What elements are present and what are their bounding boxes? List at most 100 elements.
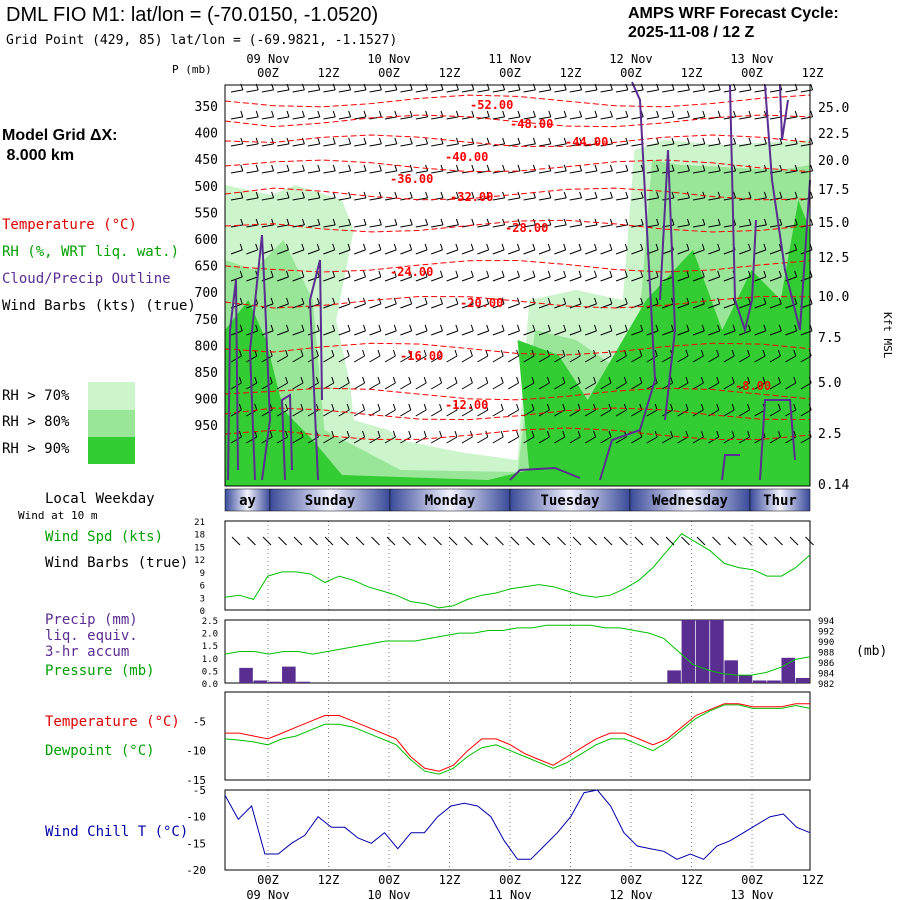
precip-bar <box>267 681 282 683</box>
wind-barb-flag <box>733 137 737 145</box>
wind-barb-flag <box>332 137 336 145</box>
wind-barb-flag <box>362 403 366 411</box>
wind-barb <box>446 436 458 444</box>
wind-barb-flag <box>315 376 319 384</box>
legend-rh: RH (%, WRT liq. wat.) <box>2 244 180 260</box>
wind-barb <box>538 276 551 282</box>
wind-barb <box>785 382 797 390</box>
wind-barb-flag <box>671 164 675 172</box>
wind-barb <box>739 197 752 201</box>
wind-barb <box>631 382 643 390</box>
wind-barb <box>585 116 598 120</box>
wind-barb-flag <box>717 270 721 278</box>
wind-barb <box>769 436 781 444</box>
wind-barb-flag <box>517 218 521 226</box>
wind-barb-flag <box>578 324 582 332</box>
temperature-contour <box>224 387 811 401</box>
wind-barb-flag <box>425 137 429 145</box>
wind-tick-label: 18 <box>194 531 205 541</box>
wind-barb-flag <box>455 137 459 145</box>
temperature-contour-label: -16.00 <box>400 349 443 363</box>
surface-wind-barb <box>448 536 458 546</box>
wind-barb <box>369 276 382 282</box>
date-label: 09 Nov <box>246 888 289 900</box>
legend-rh80-swatch <box>88 410 135 437</box>
wind-barb-flag <box>346 403 350 411</box>
wind-barb <box>538 116 551 120</box>
wind-barb-flag <box>732 324 736 332</box>
wind-barb-flag <box>469 403 473 411</box>
wind-barb-flag <box>409 110 413 118</box>
wind-barb <box>584 355 596 363</box>
legend-rh70-swatch <box>88 382 135 410</box>
wind-barb <box>739 303 751 309</box>
wind-barb <box>276 355 288 363</box>
wind-barb <box>646 143 659 147</box>
wind-barb-flag <box>392 403 396 411</box>
wind-barb-flag <box>455 270 459 278</box>
wind-barb <box>246 303 258 309</box>
wind-barb <box>477 436 489 444</box>
wind-barb-flag <box>654 349 658 357</box>
wind-barb-flag <box>485 349 489 357</box>
wind-barb <box>523 89 536 93</box>
wind-barb <box>492 330 505 336</box>
wind-barb-flag <box>455 243 459 251</box>
wind-barb-flag <box>793 349 797 357</box>
surface-wind-barb <box>696 536 706 546</box>
wind-barb-flag <box>240 110 244 118</box>
wind-barb <box>431 170 444 174</box>
wind-barb-flag <box>316 297 320 305</box>
wind-barb-flag <box>286 297 289 305</box>
surface-wind-barb <box>371 536 380 546</box>
wind-barb-flag <box>609 270 613 278</box>
wind-barb-flag <box>716 376 720 384</box>
cloud-outline <box>227 279 239 481</box>
wind-barb-flag <box>577 403 581 411</box>
wind-barb-flag <box>408 403 412 411</box>
wind-barb-flag <box>640 324 644 332</box>
pressure-tick-label: 500 <box>195 180 218 195</box>
wind-barb-flag <box>315 403 319 411</box>
wind-barb <box>600 197 613 201</box>
wind-barb-flag <box>238 349 242 357</box>
wind-barb <box>415 355 427 363</box>
wind-barb <box>677 276 690 282</box>
wind-barb <box>708 436 720 444</box>
wind-barb-flag <box>577 349 581 357</box>
wind-barb <box>723 170 736 174</box>
wind-barb-flag <box>748 243 751 251</box>
wind-barb <box>415 143 428 147</box>
wind-barb <box>292 409 304 417</box>
wind-barb-flag <box>440 297 443 305</box>
wind-barb <box>585 330 597 336</box>
wind-barb-flag <box>701 270 705 278</box>
wind-barb <box>431 276 443 282</box>
wind-barb <box>677 116 690 120</box>
temperature-label: Temperature (°C) <box>45 714 180 730</box>
wind-barb <box>261 330 274 336</box>
wind-barb <box>569 436 581 444</box>
wind-barb <box>338 170 351 174</box>
wind-barb <box>307 89 320 93</box>
wind-barb <box>461 276 474 282</box>
wind-barb <box>769 116 782 120</box>
wind-barb-flag <box>517 164 521 172</box>
wind-barb <box>631 224 644 228</box>
wind-barb-flag <box>716 430 720 438</box>
precip-bar <box>667 670 681 683</box>
wind-barb <box>738 436 750 444</box>
wind-barb <box>384 249 397 255</box>
wind-barb-flag <box>748 164 752 172</box>
wind-barb-flag <box>300 430 304 438</box>
wind-barb-flag <box>240 164 244 172</box>
temperature-contour <box>224 219 811 233</box>
wind-barb <box>615 116 628 120</box>
wind-barb-flag <box>654 430 658 438</box>
wind-barb <box>739 330 751 336</box>
temperature-contour-label: -40.00 <box>445 150 488 164</box>
wind-barb <box>307 249 320 255</box>
forecast-cycle-title: AMPS WRF Forecast Cycle: <box>628 5 839 22</box>
wind-barb <box>446 276 459 282</box>
wind-barb <box>769 330 782 336</box>
